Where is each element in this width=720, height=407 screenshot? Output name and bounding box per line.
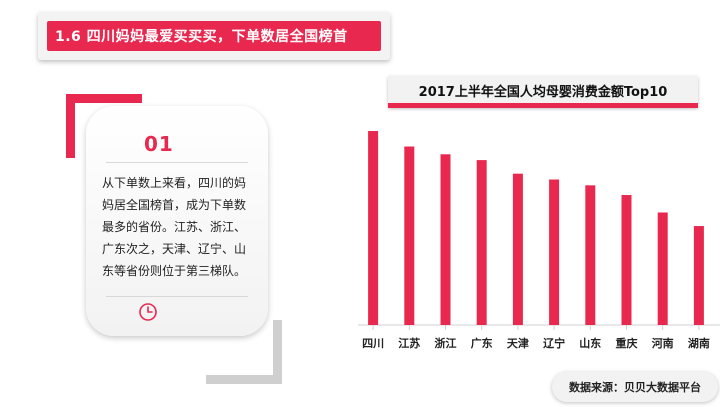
bar-5 [549, 179, 560, 325]
bar-8 [657, 212, 668, 325]
x-tick-label: 河南 [652, 336, 674, 350]
x-tick-label: 天津 [507, 336, 529, 350]
card-number: 01 [144, 132, 174, 156]
title-banner: 1.6 四川妈妈最爱买买买，下单数居全国榜首 [38, 12, 390, 60]
x-tick-label: 重庆 [616, 336, 638, 350]
bar-4 [512, 173, 523, 325]
x-tick-label: 辽宁 [543, 336, 565, 350]
clock-icon [139, 303, 157, 321]
chart-title-underline [388, 103, 698, 108]
title-banner-bar: 1.6 四川妈妈最爱买买买，下单数居全国榜首 [47, 21, 381, 51]
data-source-badge: 数据来源：贝贝大数据平台 [552, 372, 718, 402]
bar-3 [476, 160, 487, 325]
card-number-divider [106, 162, 248, 163]
bar-0 [368, 131, 379, 325]
bar-6 [585, 185, 596, 325]
chart-title-box: 2017上半年全国人均母婴消费金额Top10 [388, 76, 698, 108]
x-tick-label: 浙江 [435, 336, 457, 350]
x-tick-label: 山东 [579, 336, 601, 350]
chart-title: 2017上半年全国人均母婴消费金额Top10 [418, 85, 668, 100]
x-tick-label: 江苏 [398, 336, 420, 350]
card-footer-divider [106, 296, 248, 297]
corner-decoration-top-left [66, 94, 142, 158]
bar-9 [693, 226, 704, 325]
bar-7 [621, 195, 632, 325]
info-card: 01 从下单数上来看，四川的妈妈居全国榜首，成为下单数最多的省份。江苏、浙江、广… [86, 106, 268, 336]
x-tick-label: 四川 [362, 337, 384, 350]
page-title: 1.6 四川妈妈最爱买买买，下单数居全国榜首 [55, 29, 348, 45]
corner-decoration-bottom-right [206, 320, 282, 384]
x-tick-label: 广东 [471, 336, 493, 350]
bar-1 [404, 146, 415, 325]
card-description: 从下单数上来看，四川的妈妈居全国榜首，成为下单数最多的省份。江苏、浙江、广东次之… [102, 176, 247, 278]
bar-2 [440, 154, 451, 325]
x-tick-label: 湖南 [688, 336, 710, 350]
data-source-text: 数据来源：贝贝大数据平台 [569, 381, 701, 394]
